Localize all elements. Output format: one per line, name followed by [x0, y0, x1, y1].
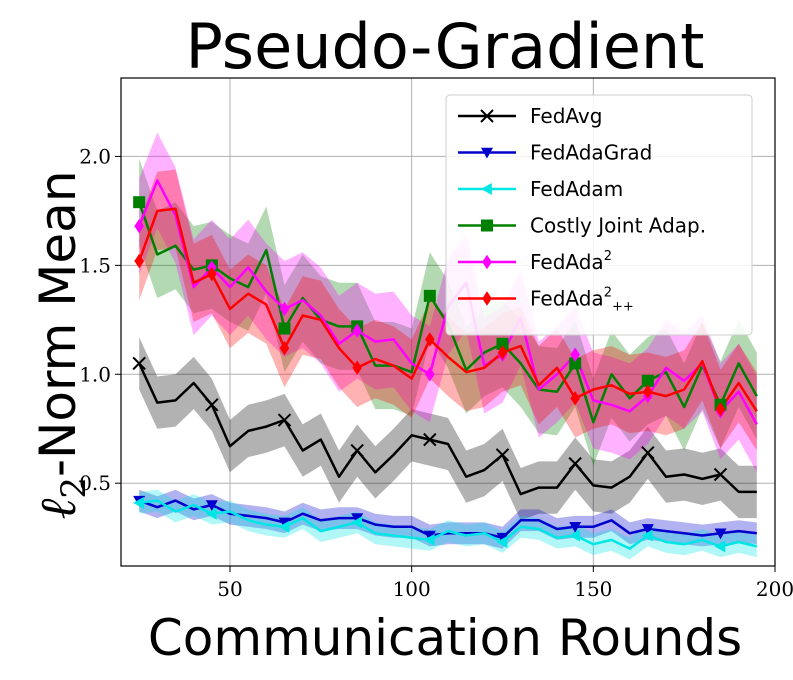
series-5-point [207, 266, 217, 282]
legend: FedAvg FedAdaGrad FedAdam Costly Joint Adap… [445, 94, 753, 336]
series-1-band [139, 489, 757, 549]
series-1-point [351, 513, 364, 525]
x-tick-label: 50 [217, 577, 242, 601]
legend-marker-3 [481, 219, 493, 232]
series-5-point [497, 345, 508, 360]
series-2-line [139, 499, 758, 550]
legend-label-4: FedAda2 [530, 249, 612, 274]
series-1-point [278, 517, 291, 529]
series-1-point [569, 521, 582, 533]
x-tick-label: 100 [393, 577, 431, 601]
series-0-point [277, 413, 292, 427]
series-1-line [138, 499, 757, 539]
y-axis-label-text: -Norm Mean [29, 170, 87, 477]
legend-label-1: FedAdaGrad [530, 141, 652, 165]
series-4-point [279, 301, 290, 317]
series-5-line [138, 207, 758, 412]
series-4-point [134, 218, 144, 234]
series-0-point [132, 356, 146, 371]
series-0-point [641, 446, 655, 460]
series-0-point [568, 456, 582, 471]
y-axis-label-subscript: 2 [54, 477, 94, 499]
series-5-point [134, 253, 144, 269]
plot-frame [120, 77, 776, 567]
series-5-point [643, 384, 653, 399]
series-5-point [352, 360, 362, 375]
x-tick-label: 200 [756, 577, 793, 601]
y-axis-label: ℓ2-Norm Mean [29, 170, 94, 519]
series-3-point [641, 374, 654, 387]
series-4-point [352, 323, 362, 338]
series-0-point [205, 398, 219, 412]
series-3-point [278, 322, 291, 335]
series-1-point [205, 500, 218, 511]
series-1-point [714, 528, 727, 540]
series-2-point [351, 516, 362, 529]
legend-box [445, 94, 753, 336]
series-markers [132, 196, 728, 553]
y-axis-label-ell: ℓ [29, 499, 87, 520]
series-2-point [569, 529, 580, 542]
y-tick-label: 1.0 [79, 362, 111, 386]
series-5-point [715, 401, 726, 417]
series-2-point [714, 540, 726, 553]
legend-label-5: FedAda2++ [530, 286, 634, 315]
legend-marker-4 [482, 254, 492, 270]
y-tick-label: 0.5 [79, 471, 111, 495]
series-2-point [641, 529, 653, 542]
chart-title: Pseudo-Gradient [186, 10, 705, 83]
series-2-point [496, 536, 508, 549]
legend-marker-5 [482, 291, 492, 306]
legend-marker-1 [481, 147, 493, 159]
series-2-point [423, 533, 435, 546]
series-3-point [569, 357, 582, 370]
series-3-point [496, 337, 509, 350]
legend-label-0: FedAvg [530, 104, 602, 128]
series-5-point [425, 332, 435, 347]
legend-marker-2 [481, 183, 492, 195]
series-0-band [139, 337, 757, 521]
series-5-band [139, 169, 757, 451]
y-tick-label: 1.5 [79, 253, 111, 277]
series-4-point [570, 347, 580, 362]
svg-text:ℓ2-Norm Mean: ℓ2-Norm Mean [29, 170, 94, 519]
series-3-point [423, 289, 436, 302]
legend-label-2: FedAdam [530, 177, 623, 201]
series-0-point [495, 448, 510, 462]
series-0-point [713, 467, 728, 482]
series-5-point [279, 340, 290, 356]
x-axis-label: Communication Rounds [148, 609, 742, 667]
series-2-point [278, 520, 290, 533]
axis-ticks: 50 100 150 200 0.5 1.0 1.5 2.0 [79, 144, 793, 601]
series-0-line [138, 362, 757, 496]
series-2-point [133, 496, 144, 509]
x-tick-label: 150 [574, 577, 612, 601]
y-tick-label: 2.0 [79, 144, 111, 168]
legend-label-3: Costly Joint Adap. [530, 214, 706, 238]
series-2-point [205, 507, 217, 520]
series-1-point [423, 530, 436, 542]
series-1-point [641, 524, 654, 535]
series-0-point [423, 432, 437, 447]
series-0-point [350, 443, 364, 458]
series-5-point [570, 391, 580, 406]
series-3-point [133, 196, 146, 209]
series-4-point [425, 367, 435, 382]
series-1-point [496, 532, 509, 544]
legend-marker-0 [480, 109, 494, 123]
